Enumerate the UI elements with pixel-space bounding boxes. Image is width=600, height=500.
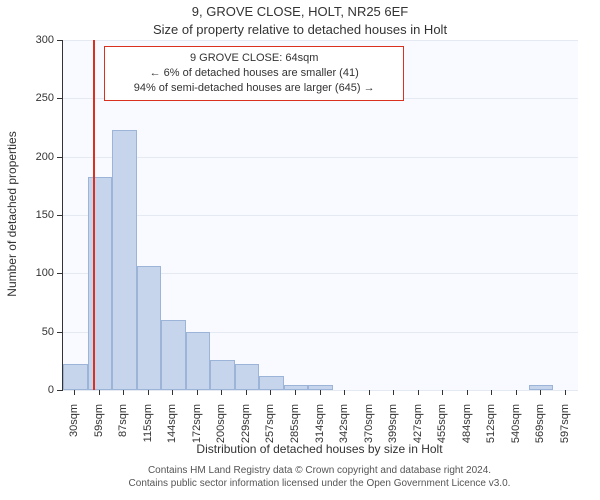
x-tick-label: 399sqm xyxy=(387,404,399,454)
y-tick-mark xyxy=(57,390,62,391)
x-tick-label: 484sqm xyxy=(461,404,473,454)
y-tick-label: 100 xyxy=(22,267,54,279)
y-tick-mark xyxy=(57,40,62,41)
x-tick-label: 569sqm xyxy=(534,404,546,454)
footer-text: Contains HM Land Registry data © Crown c… xyxy=(62,464,577,490)
grid-line xyxy=(63,215,578,216)
x-tick-mark xyxy=(99,390,100,395)
x-tick-mark xyxy=(246,390,247,395)
x-tick-label: 115sqm xyxy=(142,404,154,454)
annotation-line1: 9 GROVE CLOSE: 64sqm xyxy=(190,52,318,64)
y-tick-mark xyxy=(57,98,62,99)
bar xyxy=(137,266,162,390)
bar xyxy=(63,364,88,390)
bar xyxy=(259,376,284,390)
x-tick-label: 512sqm xyxy=(485,404,497,454)
bar xyxy=(161,320,186,390)
y-tick-mark xyxy=(57,273,62,274)
x-tick-mark xyxy=(197,390,198,395)
bar xyxy=(88,177,113,391)
x-tick-label: 455sqm xyxy=(436,404,448,454)
x-tick-mark xyxy=(393,390,394,395)
annotation-line2: ← 6% of detached houses are smaller (41) xyxy=(150,67,359,79)
x-tick-mark xyxy=(148,390,149,395)
footer-line2: Contains public sector information licen… xyxy=(129,478,511,489)
y-tick-label: 0 xyxy=(22,384,54,396)
bar xyxy=(235,364,260,390)
x-tick-mark xyxy=(74,390,75,395)
y-tick-label: 150 xyxy=(22,209,54,221)
y-tick-label: 300 xyxy=(22,34,54,46)
grid-line xyxy=(63,40,578,41)
annotation-line3: 94% of semi-detached houses are larger (… xyxy=(134,82,375,94)
x-tick-label: 144sqm xyxy=(166,404,178,454)
x-tick-mark xyxy=(369,390,370,395)
x-tick-mark xyxy=(442,390,443,395)
title-main: 9, GROVE CLOSE, HOLT, NR25 6EF xyxy=(0,4,600,19)
x-tick-mark xyxy=(172,390,173,395)
x-tick-label: 200sqm xyxy=(215,404,227,454)
y-tick-label: 200 xyxy=(22,151,54,163)
x-tick-label: 540sqm xyxy=(510,404,522,454)
x-tick-mark xyxy=(418,390,419,395)
x-tick-mark xyxy=(516,390,517,395)
x-tick-label: 427sqm xyxy=(412,404,424,454)
x-tick-mark xyxy=(344,390,345,395)
x-tick-mark xyxy=(270,390,271,395)
y-tick-mark xyxy=(57,215,62,216)
bar xyxy=(112,130,137,390)
marker-line xyxy=(93,40,95,390)
x-tick-mark xyxy=(565,390,566,395)
x-tick-mark xyxy=(540,390,541,395)
x-tick-label: 172sqm xyxy=(191,404,203,454)
x-tick-mark xyxy=(221,390,222,395)
x-tick-mark xyxy=(295,390,296,395)
x-tick-label: 59sqm xyxy=(93,404,105,454)
bar xyxy=(186,332,211,390)
title-sub: Size of property relative to detached ho… xyxy=(0,22,600,37)
plot-area: 9 GROVE CLOSE: 64sqm ← 6% of detached hou… xyxy=(62,40,578,391)
y-tick-mark xyxy=(57,332,62,333)
annotation-box: 9 GROVE CLOSE: 64sqm ← 6% of detached hou… xyxy=(104,46,404,101)
x-tick-label: 30sqm xyxy=(68,404,80,454)
grid-line xyxy=(63,390,578,391)
x-tick-label: 87sqm xyxy=(117,404,129,454)
x-tick-label: 314sqm xyxy=(314,404,326,454)
y-tick-label: 50 xyxy=(22,326,54,338)
x-tick-mark xyxy=(467,390,468,395)
x-tick-mark xyxy=(491,390,492,395)
figure: 9, GROVE CLOSE, HOLT, NR25 6EF Size of p… xyxy=(0,0,600,500)
x-tick-label: 342sqm xyxy=(338,404,350,454)
x-tick-label: 285sqm xyxy=(289,404,301,454)
y-axis-label: Number of detached properties xyxy=(5,114,19,314)
footer-line1: Contains HM Land Registry data © Crown c… xyxy=(148,465,491,476)
y-tick-label: 250 xyxy=(22,92,54,104)
x-tick-label: 370sqm xyxy=(363,404,375,454)
y-tick-mark xyxy=(57,157,62,158)
x-tick-label: 597sqm xyxy=(559,404,571,454)
x-tick-label: 257sqm xyxy=(264,404,276,454)
x-tick-mark xyxy=(320,390,321,395)
grid-line xyxy=(63,157,578,158)
x-tick-mark xyxy=(123,390,124,395)
bar xyxy=(210,360,235,390)
x-tick-label: 229sqm xyxy=(240,404,252,454)
